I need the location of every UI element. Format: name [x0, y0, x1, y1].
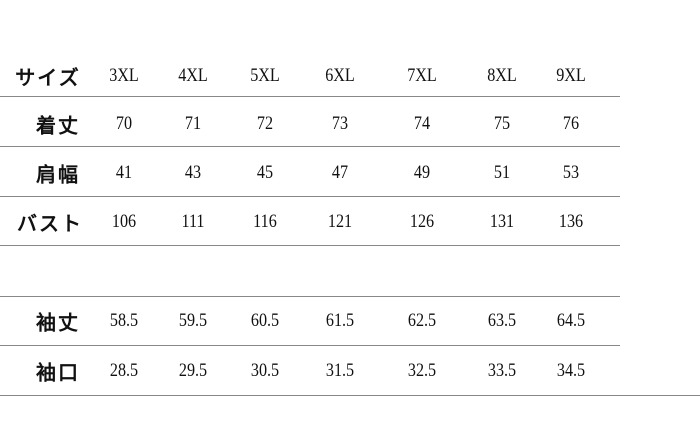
measurement: 106 [111, 211, 137, 232]
size-header: 4XL [178, 65, 208, 86]
measurement: 136 [558, 211, 584, 232]
measurement: 59.5 [178, 310, 208, 331]
size-header: 9XL [556, 65, 586, 86]
measurement: 51 [493, 162, 511, 183]
measurement: 72 [256, 113, 274, 134]
measurement: 64.5 [556, 310, 586, 331]
measurement: 116 [253, 211, 277, 232]
row-rule [0, 395, 700, 396]
measurement: 34.5 [556, 360, 586, 381]
measurement: 76 [562, 113, 580, 134]
measurement: 31.5 [325, 360, 355, 381]
row-rule [0, 345, 620, 346]
row-label: 袖口 [36, 360, 80, 385]
size-header: 3XL [109, 65, 139, 86]
measurement: 131 [489, 211, 515, 232]
row-label: 着丈 [36, 113, 80, 138]
measurement: 111 [181, 211, 205, 232]
header-label: サイズ [15, 65, 81, 90]
measurement: 32.5 [407, 360, 437, 381]
measurement: 75 [493, 113, 511, 134]
measurement: 47 [331, 162, 349, 183]
row-label: バスト [17, 211, 83, 236]
measurement: 73 [331, 113, 349, 134]
size-header: 5XL [250, 65, 280, 86]
measurement: 53 [562, 162, 580, 183]
size-header: 6XL [325, 65, 355, 86]
measurement: 63.5 [487, 310, 517, 331]
measurement: 70 [115, 113, 133, 134]
size-header: 8XL [487, 65, 517, 86]
measurement: 126 [409, 211, 435, 232]
measurement: 71 [184, 113, 202, 134]
measurement: 49 [413, 162, 431, 183]
measurement: 41 [115, 162, 133, 183]
measurement: 43 [184, 162, 202, 183]
measurement: 30.5 [250, 360, 280, 381]
row-label: 袖丈 [36, 310, 80, 335]
row-label: 肩幅 [36, 162, 80, 187]
measurement: 121 [327, 211, 353, 232]
measurement: 62.5 [407, 310, 437, 331]
measurement: 28.5 [109, 360, 139, 381]
row-rule [0, 245, 620, 246]
size-header: 7XL [407, 65, 437, 86]
row-rule [0, 196, 620, 197]
row-rule [0, 296, 620, 297]
row-rule [0, 96, 620, 97]
measurement: 45 [256, 162, 274, 183]
measurement: 33.5 [487, 360, 517, 381]
measurement: 60.5 [250, 310, 280, 331]
measurement: 29.5 [178, 360, 208, 381]
measurement: 58.5 [109, 310, 139, 331]
measurement: 74 [413, 113, 431, 134]
measurement: 61.5 [325, 310, 355, 331]
row-rule [0, 146, 620, 147]
